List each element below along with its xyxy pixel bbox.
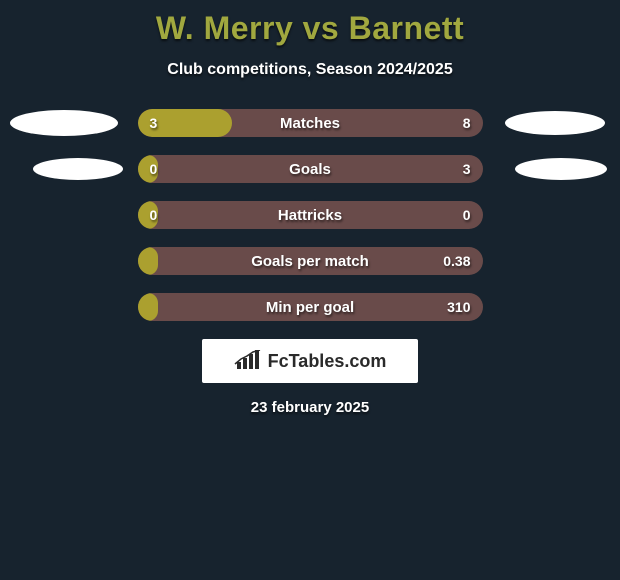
stats-rows: 3Matches80Goals30Hattricks0Goals per mat… [0, 109, 620, 321]
page-subtitle: Club competitions, Season 2024/2025 [0, 61, 620, 79]
comparison-card: W. Merry vs Barnett Club competitions, S… [0, 0, 620, 580]
bar-chart-icon [234, 350, 262, 372]
stat-value-right: 310 [447, 293, 470, 321]
stat-row: Goals per match0.38 [0, 247, 620, 275]
player-ellipse-right [515, 158, 607, 180]
logo-text: FcTables.com [268, 351, 387, 372]
stat-value-right: 0 [463, 201, 471, 229]
stat-value-right: 3 [463, 155, 471, 183]
stat-row: 3Matches8 [0, 109, 620, 137]
right-slot [491, 109, 611, 137]
stat-row: Min per goal310 [0, 293, 620, 321]
player-ellipse-right [505, 111, 605, 135]
stat-bar: 0Goals3 [138, 155, 483, 183]
footer-date: 23 february 2025 [0, 399, 620, 416]
stat-bar: 0Hattricks0 [138, 201, 483, 229]
stat-label: Min per goal [138, 293, 483, 321]
right-slot [491, 293, 611, 321]
stat-value-right: 0.38 [443, 247, 470, 275]
player-ellipse-left [33, 158, 123, 180]
stat-label: Hattricks [138, 201, 483, 229]
stat-label: Matches [138, 109, 483, 137]
stat-label: Goals per match [138, 247, 483, 275]
right-slot [491, 155, 611, 183]
page-title: W. Merry vs Barnett [0, 0, 620, 47]
right-slot [491, 247, 611, 275]
site-logo: FcTables.com [202, 339, 418, 383]
left-slot [10, 155, 130, 183]
right-slot [491, 201, 611, 229]
stat-row: 0Hattricks0 [0, 201, 620, 229]
stat-bar: 3Matches8 [138, 109, 483, 137]
player-ellipse-left [10, 110, 118, 136]
left-slot [10, 109, 130, 137]
stat-bar: Goals per match0.38 [138, 247, 483, 275]
stat-label: Goals [138, 155, 483, 183]
left-slot [10, 293, 130, 321]
stat-bar: Min per goal310 [138, 293, 483, 321]
left-slot [10, 201, 130, 229]
stat-row: 0Goals3 [0, 155, 620, 183]
left-slot [10, 247, 130, 275]
stat-value-right: 8 [463, 109, 471, 137]
